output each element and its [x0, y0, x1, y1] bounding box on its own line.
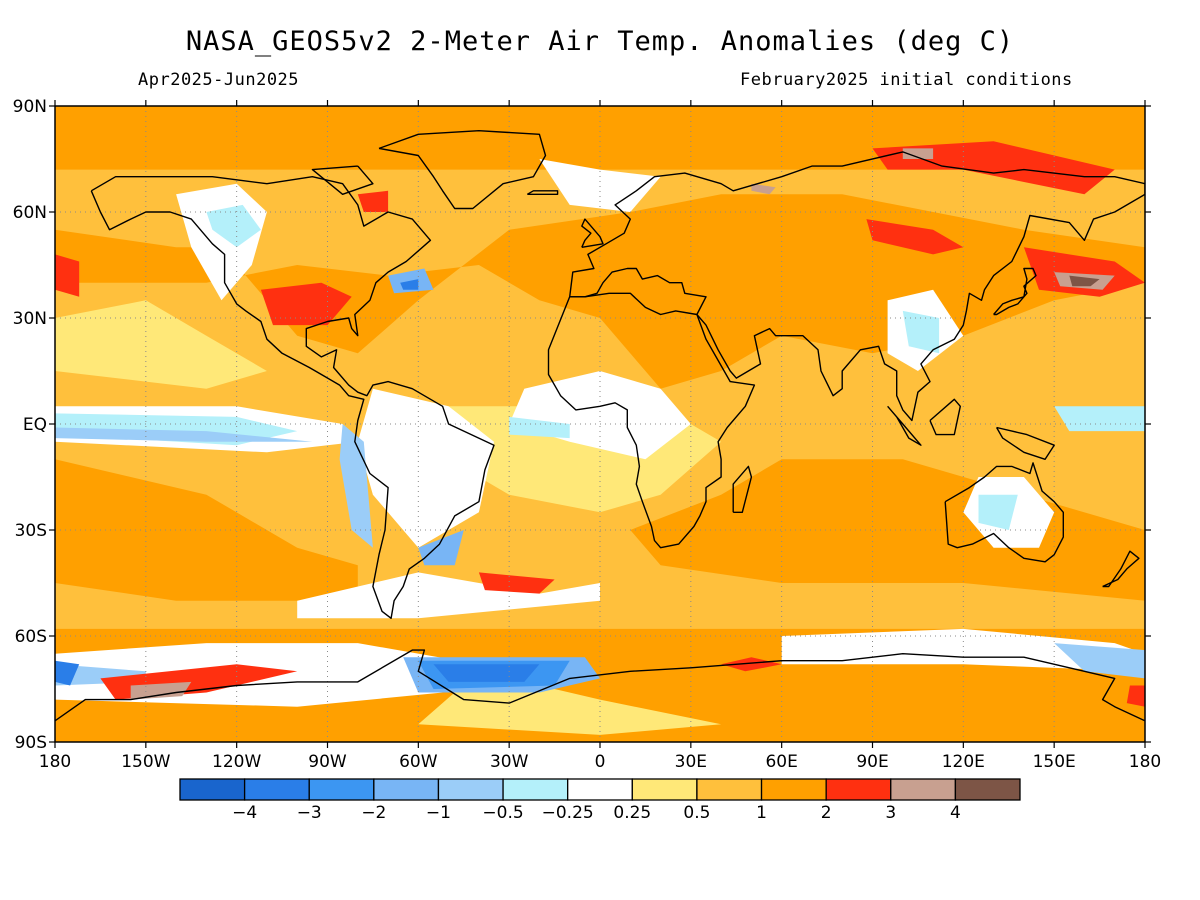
- anomaly-region: [978, 494, 1018, 530]
- colorbar-label: 1: [756, 803, 767, 823]
- anomaly-region: [781, 628, 1145, 672]
- lat-tick-label: 60S: [15, 627, 47, 647]
- coastline: [929, 398, 961, 436]
- colorbar-label: 4: [950, 803, 961, 823]
- colorbar-labels: −4 −3 −2 −1 −0.5 −0.25 0.25 0.5 1 2 3 4: [232, 803, 961, 823]
- colorbar-label: 0.25: [613, 803, 651, 823]
- coastline: [887, 405, 922, 446]
- anomaly-region: [1126, 685, 1145, 707]
- forecast-period: Apr2025-Jun2025: [138, 70, 300, 90]
- lon-tick-label: 0: [595, 752, 606, 772]
- anomaly-region: [357, 388, 494, 548]
- colorbar-label: −0.25: [542, 803, 594, 823]
- lon-tick-label: 30W: [490, 752, 529, 772]
- lon-tick-label: 150W: [121, 752, 170, 772]
- coastline: [995, 426, 1055, 460]
- lat-tick-label: 90S: [15, 733, 47, 753]
- anomaly-region: [902, 310, 940, 354]
- lon-tick-label: 30E: [675, 752, 707, 772]
- anomaly-region: [260, 282, 352, 326]
- colorbar-swatch: [179, 778, 246, 801]
- coastline: [378, 129, 547, 210]
- colorbar-swatch: [567, 778, 633, 801]
- colorbar-swatch: [437, 778, 504, 801]
- coastline: [1102, 550, 1140, 588]
- initial-conditions: February2025 initial conditions: [740, 70, 1073, 90]
- colorbar-label: −4: [232, 803, 257, 823]
- coastline: [90, 175, 495, 619]
- lon-tick-label: 90W: [308, 752, 347, 772]
- lat-tick-label: 30N: [13, 309, 47, 329]
- anomaly-region: [539, 159, 661, 212]
- colorbar-swatch: [373, 778, 440, 801]
- lon-tick-label: 180: [39, 752, 71, 772]
- colorbar-label: −2: [361, 803, 386, 823]
- colorbar-label: −3: [297, 803, 322, 823]
- anomaly-region: [721, 657, 782, 672]
- coastline: [993, 267, 1037, 316]
- anomaly-region: [55, 459, 358, 601]
- anomaly-region: [866, 219, 964, 255]
- anomaly-region: [55, 300, 267, 389]
- anomaly-region: [339, 424, 373, 548]
- coastline: [547, 292, 756, 549]
- colorbar-swatch: [631, 778, 698, 801]
- colorbar-label: 2: [821, 803, 832, 823]
- coastline: [944, 462, 1065, 563]
- lon-tick-label: 120E: [942, 752, 985, 772]
- lat-tick-label: EQ: [23, 415, 47, 435]
- anomaly-region: [400, 279, 419, 290]
- anomaly-region: [418, 530, 464, 566]
- anomaly-region: [55, 660, 80, 686]
- anomaly-region: [206, 204, 261, 248]
- anomaly-region: [509, 416, 570, 439]
- colorbar-swatch: [243, 778, 310, 801]
- coastline: [732, 465, 753, 513]
- colorbar-label: 0.5: [683, 803, 710, 823]
- lon-tick-label: 180: [1129, 752, 1161, 772]
- anomaly-region: [1054, 643, 1145, 679]
- lat-tick-label: 60N: [13, 203, 47, 223]
- anomaly-region: [478, 572, 555, 594]
- colorbar-swatch: [760, 778, 827, 801]
- coastlines: [55, 129, 1145, 722]
- anomaly-region: [1054, 406, 1145, 432]
- colorbar-label: 3: [885, 803, 896, 823]
- latitude-axis: 90N 60N 30N EQ 30S 60S 90S: [13, 97, 1151, 753]
- lon-tick-label: 120W: [212, 752, 261, 772]
- coastline: [55, 649, 1145, 722]
- colorbar-swatch: [308, 778, 375, 801]
- colorbar-label: −1: [426, 803, 451, 823]
- anomaly-region: [1069, 275, 1100, 287]
- longitude-axis: 180 150W 120W 90W 60W 30W 0 30E 60E 90E 120E 150E 18…: [39, 100, 1161, 772]
- colorbar-label: −0.5: [482, 803, 523, 823]
- lon-tick-label: 60E: [765, 752, 797, 772]
- coastline: [311, 165, 374, 196]
- anomaly-region: [55, 427, 313, 442]
- anomaly-region: [1023, 247, 1145, 297]
- page-title: NASA_GEOS5v2 2-Meter Air Temp. Anomalies…: [185, 26, 1015, 57]
- lat-tick-label: 30S: [15, 521, 47, 541]
- colorbar-swatch: [954, 778, 1021, 801]
- anomaly-region: [751, 183, 776, 195]
- lon-tick-label: 90E: [856, 752, 888, 772]
- coastline: [581, 218, 604, 248]
- lon-tick-label: 60W: [399, 752, 438, 772]
- colorbar-swatch: [696, 778, 763, 801]
- colorbar: [179, 778, 1021, 801]
- anomaly-region: [902, 148, 934, 159]
- anomaly-region: [433, 664, 540, 682]
- anomaly-region: [55, 254, 80, 297]
- anomaly-region: [357, 190, 389, 212]
- colorbar-swatch: [890, 778, 957, 801]
- coastline: [526, 190, 559, 196]
- coastline: [569, 151, 1145, 422]
- lon-tick-label: 150E: [1033, 752, 1076, 772]
- colorbar-swatch: [825, 778, 892, 801]
- lat-tick-label: 90N: [13, 97, 47, 117]
- colorbar-swatch: [502, 778, 569, 801]
